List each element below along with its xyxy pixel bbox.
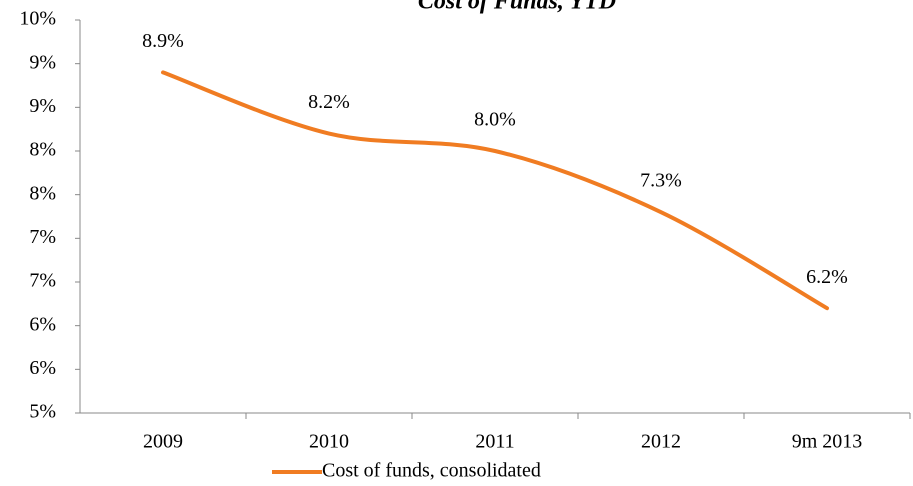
x-tick-label: 2010 — [309, 431, 349, 453]
y-tick-label: 7% — [29, 270, 56, 292]
line-series — [161, 70, 829, 311]
y-tick-label: 9% — [29, 95, 56, 117]
y-tick-label: 6% — [29, 357, 56, 379]
data-label: 7.3% — [640, 170, 682, 192]
y-tick-label: 8% — [29, 182, 56, 204]
y-tick-label: 7% — [29, 226, 56, 248]
y-tick-label: 8% — [29, 139, 56, 161]
data-label: 8.9% — [142, 30, 184, 52]
legend-label: Cost of funds, consolidated — [322, 460, 541, 482]
chart-title: Cost of Funds, YTD — [418, 0, 616, 15]
y-tick-label: 5% — [29, 401, 56, 423]
y-tick-label: 9% — [29, 51, 56, 73]
y-tick-label: 6% — [29, 313, 56, 335]
y-tick-label: 10% — [19, 8, 56, 30]
data-label: 8.0% — [474, 109, 516, 131]
x-tick-label: 2011 — [475, 431, 514, 453]
data-label: 8.2% — [308, 91, 350, 113]
x-tick-label: 2012 — [641, 431, 681, 453]
data-label: 6.2% — [806, 266, 848, 288]
x-tick-label: 9m 2013 — [792, 431, 863, 453]
x-tick-label: 2009 — [143, 431, 183, 453]
